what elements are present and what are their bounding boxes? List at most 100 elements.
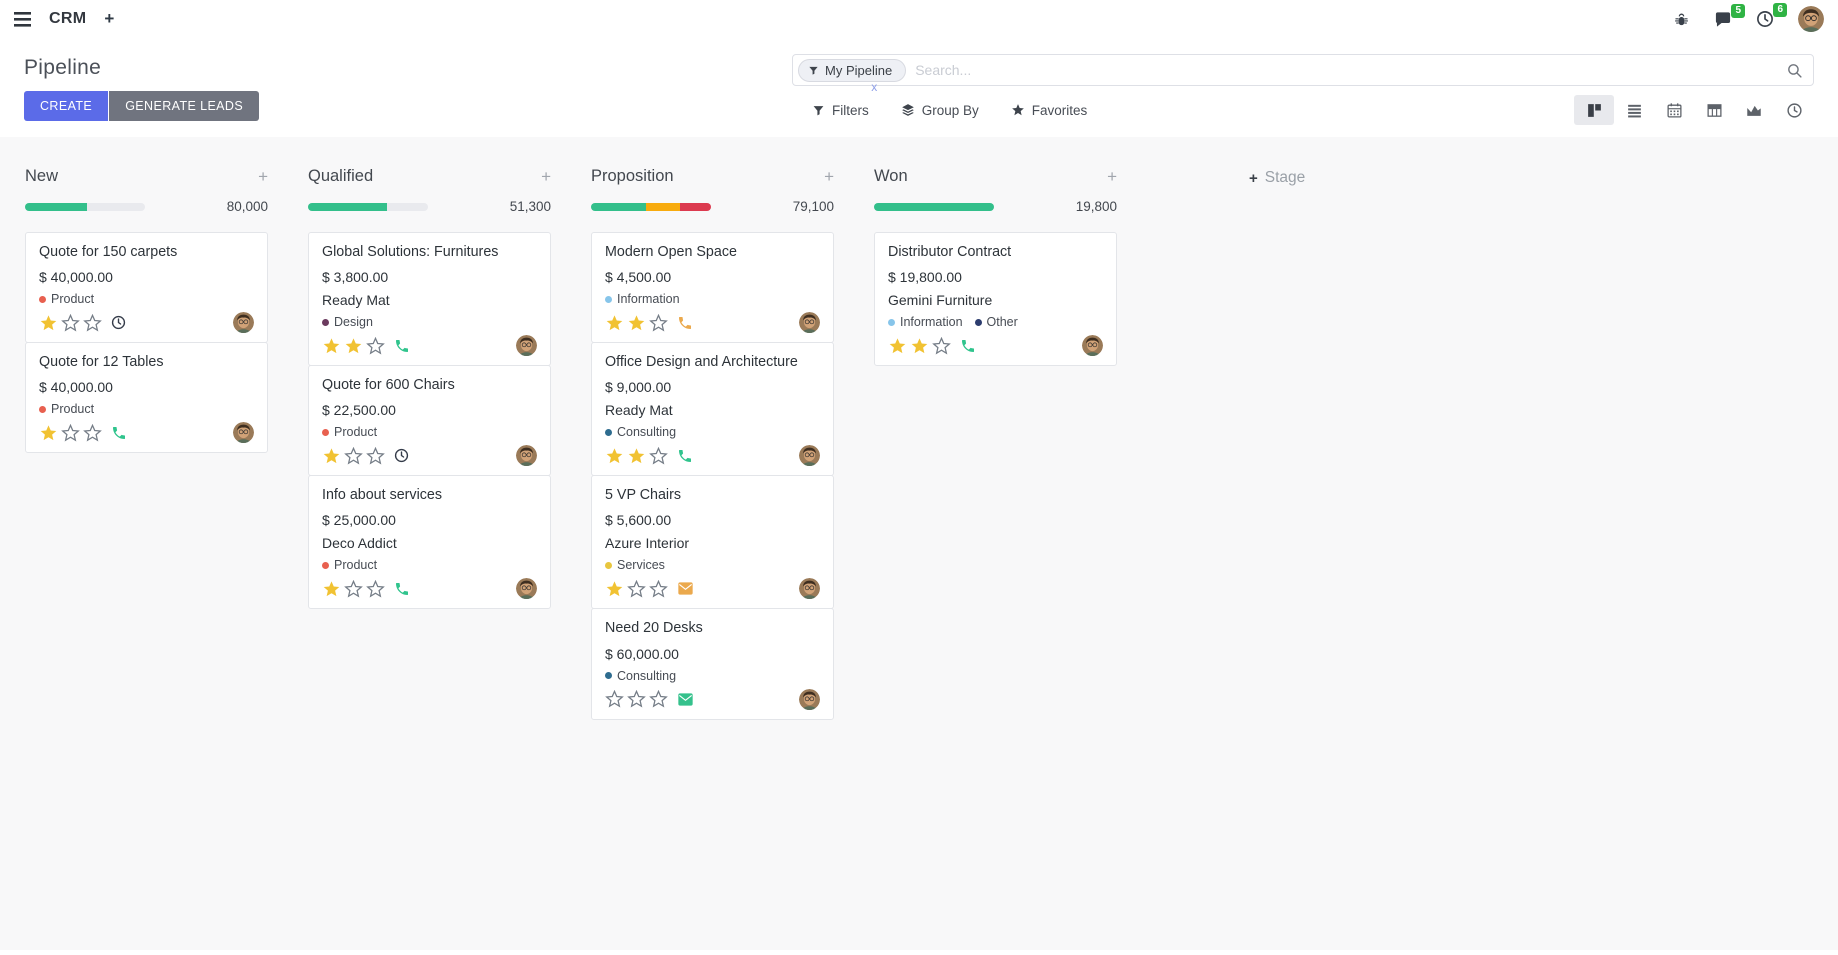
kanban-card[interactable]: Quote for 12 Tables $ 40,000.00 Product [25,342,268,454]
kanban-card[interactable]: Modern Open Space $ 4,500.00 Information [591,232,834,344]
card-title: Distributor Contract [888,244,1012,260]
activities-clock-icon[interactable]: 6 [1756,3,1787,28]
phone-icon[interactable] [960,338,976,354]
kanban-column-new: New +80,000 Quote for 150 carpets $ 40,000.… [7,167,290,454]
envelope-icon[interactable] [677,581,694,596]
envelope-icon[interactable] [677,692,694,707]
priority-stars[interactable] [605,690,668,708]
column-progressbar[interactable] [874,202,994,211]
add-record-icon[interactable]: + [541,167,551,186]
priority-stars[interactable] [605,313,668,332]
search-input[interactable] [906,62,1786,78]
avatar [799,688,820,710]
column-progressbar[interactable] [591,202,711,211]
messages-count-badge: 5 [1731,3,1745,18]
priority-stars[interactable] [322,446,385,465]
priority-stars[interactable] [39,423,102,442]
hamburger-menu-icon[interactable] [14,11,31,27]
kanban-card[interactable]: Quote for 600 Chairs $ 22,500.00 Product [308,365,551,477]
create-button[interactable]: CREATE [24,91,109,121]
priority-stars[interactable] [39,313,102,332]
priority-stars[interactable] [322,336,385,355]
card-company: Azure Interior [605,535,690,552]
kanban-card[interactable]: Global Solutions: Furnitures $ 3,800.00 Re… [308,232,551,367]
card-amount: $ 3,800.00 [322,269,389,286]
favorites-menu[interactable]: Favorites [1011,103,1087,118]
kanban-card[interactable]: Quote for 150 carpets $ 40,000.00 Product [25,232,268,344]
card-amount: $ 4,500.00 [605,269,672,286]
debug-bug-icon[interactable] [1673,11,1690,28]
tag-color-dot [605,561,612,569]
add-record-icon[interactable]: + [1107,167,1117,186]
filters-menu[interactable]: Filters [812,103,869,118]
priority-stars[interactable] [605,579,668,598]
list-view-button[interactable] [1614,95,1654,125]
tag-color-dot [39,405,46,413]
graph-view-button[interactable] [1734,95,1774,125]
kanban-column-proposition: Proposition +79,100 Modern Open Space $ 4,5… [573,167,856,720]
search-facet-my-pipeline[interactable]: My Pipeline x [798,58,907,93]
phone-icon[interactable] [394,581,410,597]
filter-funnel-icon [813,105,824,115]
card-tag: Product [322,425,377,439]
tag-color-dot [322,318,329,326]
remove-facet-icon[interactable]: x [871,79,878,94]
activity-view-button[interactable] [1774,95,1814,125]
tag-color-dot [39,295,46,303]
kanban-card[interactable]: 5 VP Chairs $ 5,600.00 Azure Interior Servi… [591,475,834,610]
avatar [516,335,537,357]
pivot-view-button[interactable] [1694,95,1734,125]
add-record-icon[interactable]: + [258,167,268,186]
phone-icon[interactable] [677,315,693,331]
app-name[interactable]: CRM [49,10,87,27]
card-tag: Information [888,315,963,329]
card-title: Office Design and Architecture [605,354,798,371]
avatar [516,578,537,600]
card-company: Ready Mat [605,402,673,419]
generate-leads-button[interactable]: GENERATE LEADS [109,91,260,121]
messages-icon[interactable]: 5 [1714,3,1745,28]
priority-stars[interactable] [605,446,668,465]
list-icon [1627,104,1641,117]
priority-stars[interactable] [322,579,385,598]
kanban-card[interactable]: Need 20 Desks $ 60,000.00 Consulting [591,608,834,720]
kanban-card[interactable]: Info about services $ 25,000.00 Deco Addic… [308,475,551,610]
card-tag: Product [322,558,377,572]
add-record-icon[interactable]: + [824,167,834,186]
user-avatar[interactable] [1798,6,1824,32]
add-stage-button[interactable]: + Stage [1249,169,1306,187]
card-tag: Information [605,292,680,306]
add-tab-icon[interactable]: + [104,9,115,28]
kanban-card[interactable]: Office Design and Architecture $ 9,000.00… [591,342,834,477]
clock-icon[interactable] [111,315,126,330]
column-title: Qualified [308,167,374,185]
top-navbar: CRM + 5 6 [0,0,1838,38]
card-title: Quote for 600 Chairs [322,377,455,394]
priority-stars[interactable] [888,336,951,355]
phone-icon[interactable] [111,425,127,441]
card-tag: Consulting [605,669,676,683]
tag-color-dot [322,428,329,436]
card-amount: $ 25,000.00 [322,512,396,529]
avatar [233,312,254,334]
column-progressbar[interactable] [308,202,428,211]
clock-icon[interactable] [394,448,409,463]
phone-icon[interactable] [394,338,410,354]
calendar-view-button[interactable] [1654,95,1694,125]
tag-color-dot [605,428,612,436]
search-icon[interactable] [1786,62,1803,79]
column-total: 80,000 [226,199,268,214]
card-title: Global Solutions: Furnitures [322,244,499,260]
phone-icon[interactable] [677,448,693,464]
card-amount: $ 19,800.00 [888,269,962,286]
card-amount: $ 40,000.00 [39,269,113,286]
column-progressbar[interactable] [25,202,145,211]
kanban-view-button[interactable] [1574,95,1614,125]
avatar [799,312,820,334]
card-tag: Product [39,292,94,306]
group-by-menu[interactable]: Group By [901,103,979,118]
column-total: 79,100 [792,199,834,214]
kanban-card[interactable]: Distributor Contract $ 19,800.00 Gemini Fu… [874,232,1117,367]
control-panel: Pipeline CREATE GENERATE LEADS My Pipeli… [0,38,1838,137]
card-company: Deco Addict [322,535,397,552]
